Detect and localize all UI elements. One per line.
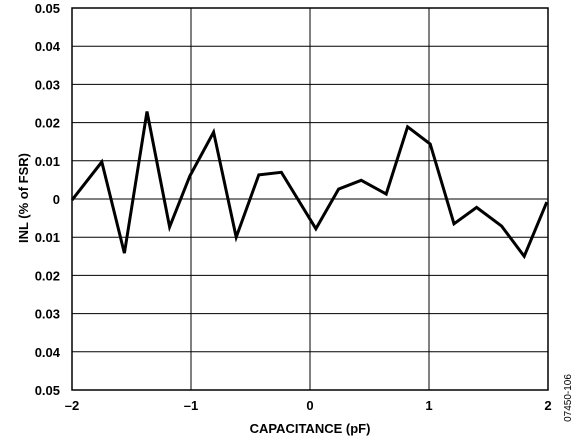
x-tick-label: 1	[425, 398, 432, 413]
y-tick-label: 0	[53, 192, 60, 207]
y-tick-label: 0.03	[35, 307, 60, 322]
x-tick-label: 2	[544, 398, 551, 413]
y-tick-labels: 0.05 0.04 0.03 0.02 0.01 0 0.01 0.02 0.03 0.04 0.0…	[35, 1, 61, 398]
y-tick-label: 0.01	[35, 230, 60, 245]
x-tick-label: –2	[65, 398, 79, 413]
y-tick-label: 0.05	[35, 383, 60, 398]
plot-frame	[71, 7, 549, 391]
y-tick-label: 0.02	[35, 116, 60, 131]
y-tick-label: 0.02	[35, 268, 60, 283]
y-tick-label: 0.01	[35, 154, 60, 169]
y-tick-label: 0.03	[35, 77, 60, 92]
y-tick-label: 0.05	[35, 1, 60, 16]
grid-lines	[71, 7, 549, 391]
x-tick-label: –1	[184, 398, 198, 413]
y-tick-label: 0.04	[35, 345, 61, 360]
x-tick-labels: –2 –1 0 1 2	[65, 398, 552, 413]
x-axis-title: CAPACITANCE (pF)	[250, 421, 371, 436]
y-axis-title: INL (% of FSR)	[16, 153, 31, 243]
figure-code: 07450-106	[563, 374, 574, 422]
inl-series-line	[70, 111, 549, 260]
x-tick-label: 0	[306, 398, 313, 413]
y-tick-label: 0.04	[35, 39, 61, 54]
